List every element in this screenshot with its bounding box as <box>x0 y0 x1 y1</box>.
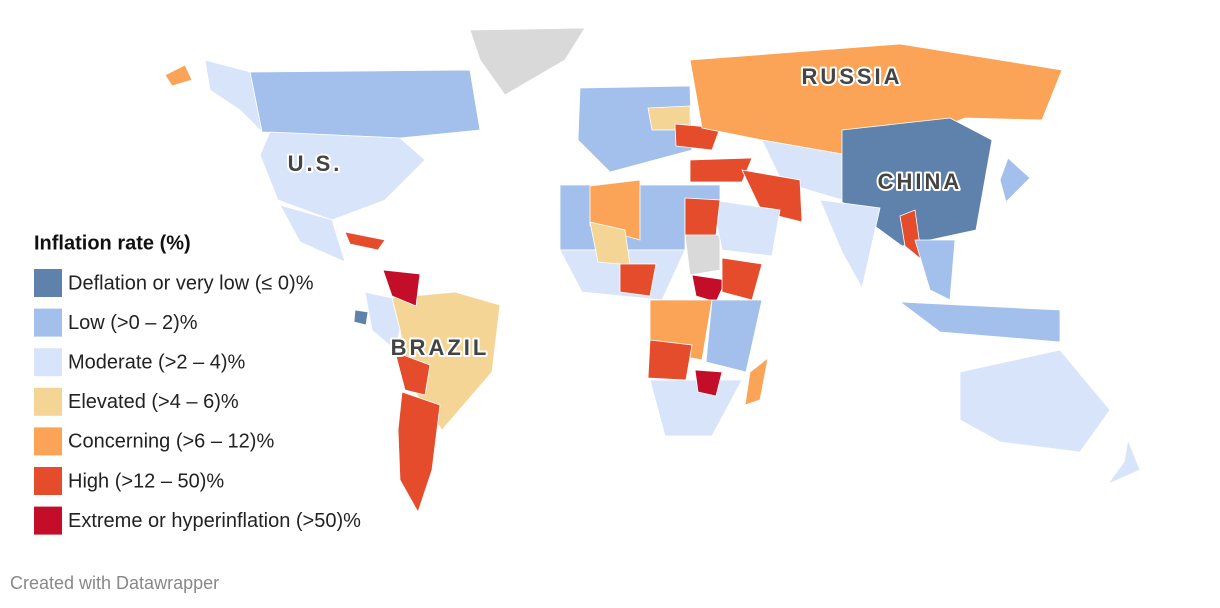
legend-label: Elevated (>4 – 6)% <box>68 391 239 413</box>
map-label: U.S. <box>288 151 343 176</box>
legend-label: Concerning (>6 – 12)% <box>68 431 274 453</box>
region <box>1106 438 1141 485</box>
legend-swatch <box>34 308 62 337</box>
region <box>353 309 369 326</box>
region <box>684 234 721 276</box>
legend-swatch <box>34 427 62 456</box>
region <box>689 157 753 183</box>
region <box>394 351 431 396</box>
map-label: CHINA <box>878 169 963 194</box>
region <box>711 199 781 257</box>
region <box>999 157 1031 203</box>
region <box>705 299 763 373</box>
legend-label: Moderate (>2 – 4)% <box>68 351 246 373</box>
region <box>691 274 727 303</box>
map-label: BRAZIL <box>391 335 490 360</box>
legend-swatch <box>34 387 62 416</box>
map-labels: U.S. RUSSIA CHINA BRAZIL <box>286 62 963 362</box>
region <box>382 269 421 307</box>
legend-label: High (>12 – 50)% <box>68 470 224 492</box>
legend-swatch <box>34 348 62 377</box>
region <box>649 379 743 437</box>
region <box>647 339 693 381</box>
map-shapes <box>164 27 1141 513</box>
legend-label: Deflation or very low (≤ 0)% <box>68 272 314 294</box>
region <box>914 239 956 301</box>
region <box>397 391 441 513</box>
region <box>819 199 881 290</box>
region <box>741 169 803 223</box>
region <box>204 59 263 134</box>
legend-swatch <box>34 269 62 297</box>
region <box>898 301 1061 343</box>
region <box>391 291 501 431</box>
legend-label: Extreme or hyperinflation (>50)% <box>68 510 361 532</box>
region <box>721 257 763 301</box>
footer: Created with Datawrapper <box>10 573 219 593</box>
legend: Inflation rate (%) Deflation or very low… <box>34 232 361 535</box>
legend-label: Low (>0 – 2)% <box>68 312 198 334</box>
region <box>364 291 401 351</box>
region <box>469 27 586 96</box>
region <box>744 357 769 406</box>
region <box>279 204 346 263</box>
region <box>689 43 1063 159</box>
region <box>959 349 1111 453</box>
region <box>249 69 481 139</box>
legend-swatch <box>34 467 62 495</box>
region <box>259 131 426 221</box>
legend-swatch <box>34 506 62 535</box>
region <box>694 369 723 397</box>
region <box>164 64 193 87</box>
region <box>344 231 386 251</box>
region <box>684 197 721 236</box>
map-label: RUSSIA <box>801 64 902 89</box>
legend-title: Inflation rate (%) <box>34 232 191 254</box>
region <box>619 263 657 297</box>
region <box>841 117 993 247</box>
